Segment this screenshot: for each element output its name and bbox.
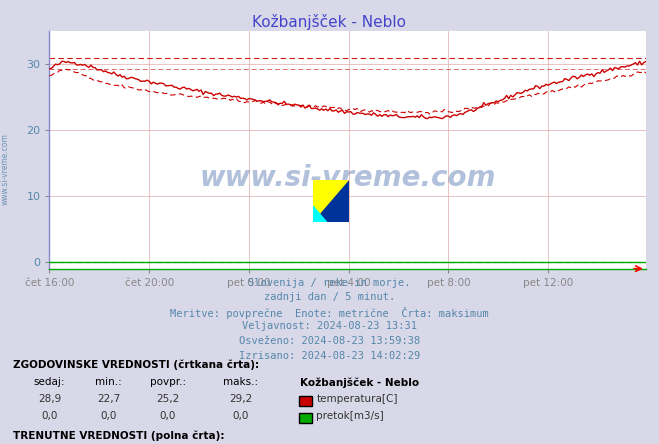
Text: Izrisano: 2024-08-23 14:02:29: Izrisano: 2024-08-23 14:02:29 [239,351,420,361]
Text: maks.:: maks.: [223,377,258,388]
Text: Veljavnost: 2024-08-23 13:31: Veljavnost: 2024-08-23 13:31 [242,321,417,332]
Text: Osveženo: 2024-08-23 13:59:38: Osveženo: 2024-08-23 13:59:38 [239,336,420,346]
Polygon shape [313,180,349,222]
Text: temperatura[C]: temperatura[C] [316,394,398,404]
Text: Kožbanjšček - Neblo: Kožbanjšček - Neblo [300,377,419,388]
Text: 28,9: 28,9 [38,394,61,404]
Text: Meritve: povprečne  Enote: metrične  Črta: maksimum: Meritve: povprečne Enote: metrične Črta:… [170,307,489,319]
Polygon shape [313,205,328,222]
Text: min.:: min.: [96,377,122,388]
Text: pretok[m3/s]: pretok[m3/s] [316,411,384,421]
Text: 0,0: 0,0 [42,411,57,421]
Text: 25,2: 25,2 [156,394,180,404]
Text: www.si-vreme.com: www.si-vreme.com [1,133,10,205]
Text: povpr.:: povpr.: [150,377,186,388]
Text: Slovenija / reke in morje.: Slovenija / reke in morje. [248,278,411,288]
Text: 0,0: 0,0 [160,411,176,421]
Text: 0,0: 0,0 [101,411,117,421]
Text: www.si-vreme.com: www.si-vreme.com [200,164,496,192]
Text: Kožbanjšček - Neblo: Kožbanjšček - Neblo [252,14,407,30]
Text: 0,0: 0,0 [233,411,248,421]
Text: sedaj:: sedaj: [34,377,65,388]
Text: TRENUTNE VREDNOSTI (polna črta):: TRENUTNE VREDNOSTI (polna črta): [13,430,225,441]
Text: 22,7: 22,7 [97,394,121,404]
Text: 29,2: 29,2 [229,394,252,404]
Text: zadnji dan / 5 minut.: zadnji dan / 5 minut. [264,292,395,302]
Text: ZGODOVINSKE VREDNOSTI (črtkana črta):: ZGODOVINSKE VREDNOSTI (črtkana črta): [13,360,259,370]
